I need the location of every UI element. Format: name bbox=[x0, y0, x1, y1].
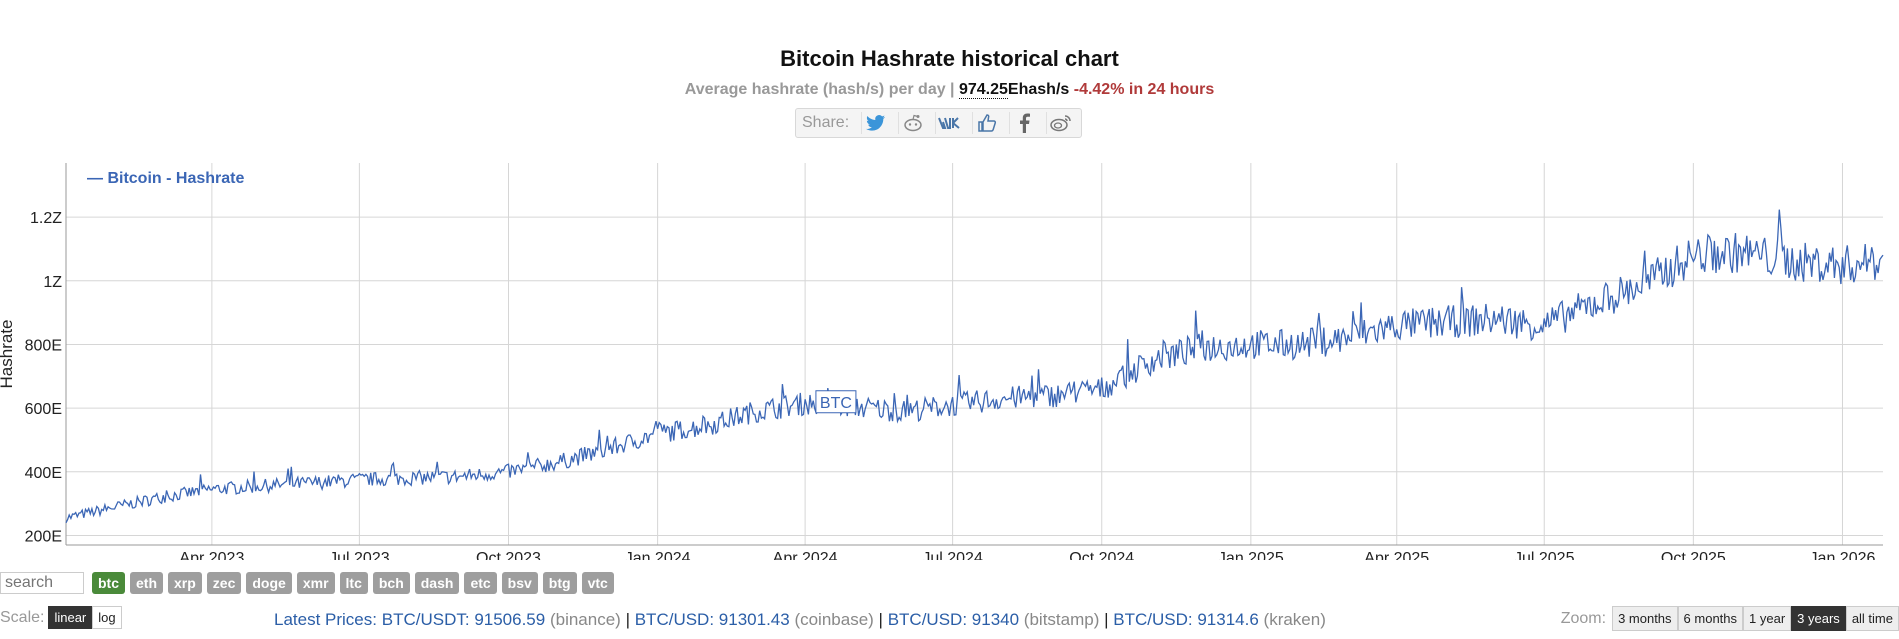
chart-title: Bitcoin Hashrate historical chart bbox=[780, 46, 1119, 71]
btc-annotation-label: BTC bbox=[820, 395, 852, 412]
coin-pill-bch[interactable]: bch bbox=[372, 572, 410, 594]
facebook-icon[interactable] bbox=[1009, 112, 1038, 134]
x-tick-label: Oct 2023 bbox=[476, 550, 541, 560]
x-tick-label: Apr 2024 bbox=[773, 550, 838, 560]
scale-selector: Scale: linear log bbox=[0, 606, 122, 629]
twitter-icon[interactable] bbox=[861, 112, 890, 134]
hashrate-series-line bbox=[65, 209, 1884, 524]
current-hashrate-value: 974.25 bbox=[958, 81, 1008, 99]
price-pair[interactable]: BTC/USD: bbox=[1113, 610, 1193, 629]
price-pair[interactable]: BTC/USD: bbox=[634, 610, 715, 629]
chart-subtitle: Average hashrate (hash/s) per day | 974.… bbox=[0, 81, 1899, 99]
y-tick-label: 200E bbox=[25, 528, 62, 545]
coin-pill-xrp[interactable]: xrp bbox=[168, 572, 202, 594]
price-value: 91301.43 bbox=[718, 610, 790, 629]
chart-legend: — Bitcoin - Hashrate bbox=[87, 170, 244, 187]
x-tick-label: Jan 2025 bbox=[1218, 550, 1284, 560]
coin-pill-vtc[interactable]: vtc bbox=[581, 572, 614, 594]
zoom-3-years-button[interactable]: 3 years bbox=[1791, 606, 1846, 631]
zoom-label: Zoom: bbox=[1560, 609, 1607, 627]
price-separator: | bbox=[625, 610, 630, 629]
zoom-selector: Zoom: 3 months 6 months 1 year 3 years a… bbox=[1561, 606, 1899, 631]
coin-search-input[interactable] bbox=[0, 572, 84, 594]
x-tick-label: Jul 2024 bbox=[922, 550, 983, 560]
x-tick-label: Oct 2025 bbox=[1661, 550, 1726, 560]
y-tick-label: 400E bbox=[25, 465, 62, 482]
zoom-6-months-button[interactable]: 6 months bbox=[1677, 606, 1744, 631]
weibo-icon[interactable] bbox=[1046, 112, 1075, 134]
y-tick-label: 1Z bbox=[43, 274, 62, 291]
share-label: Share: bbox=[802, 114, 850, 131]
prices-label: Latest Prices: bbox=[274, 610, 377, 629]
latest-prices: Latest Prices: BTC/USDT: 91506.59 (binan… bbox=[274, 610, 1326, 630]
price-exchange: (coinbase) bbox=[794, 610, 874, 629]
x-tick-label: Jan 2026 bbox=[1810, 550, 1876, 560]
price-exchange: (kraken) bbox=[1263, 610, 1326, 629]
coin-pill-btc[interactable]: btc bbox=[92, 572, 125, 594]
coin-selector: btc eth xrp zec doge xmr ltc bch dash et… bbox=[0, 572, 614, 594]
price-value: 91314.6 bbox=[1197, 610, 1259, 629]
coin-pill-bsv[interactable]: bsv bbox=[501, 572, 538, 594]
zoom-all-time-button[interactable]: all time bbox=[1845, 606, 1899, 631]
scale-linear-button[interactable]: linear bbox=[48, 606, 93, 629]
price-value: 91340 bbox=[971, 610, 1020, 629]
y-tick-label: 1.2Z bbox=[30, 210, 62, 227]
scale-label: Scale: bbox=[0, 608, 45, 626]
coin-pill-btg[interactable]: btg bbox=[542, 572, 577, 594]
scale-log-button[interactable]: log bbox=[92, 606, 122, 629]
x-tick-label: Apr 2025 bbox=[1364, 550, 1429, 560]
x-tick-label: Jan 2024 bbox=[625, 550, 691, 560]
hashrate-unit: Ehash/s bbox=[1007, 81, 1070, 98]
subtitle-prefix: Average hashrate (hash/s) per day | bbox=[684, 81, 955, 98]
price-value: 91506.59 bbox=[474, 610, 546, 629]
x-tick-label: Apr 2023 bbox=[179, 550, 244, 560]
coin-pill-eth[interactable]: eth bbox=[130, 572, 163, 594]
price-exchange: (bitstamp) bbox=[1023, 610, 1100, 629]
coin-pill-zec[interactable]: zec bbox=[206, 572, 242, 594]
y-tick-label: 600E bbox=[25, 401, 62, 418]
price-pair[interactable]: BTC/USD: bbox=[887, 610, 968, 629]
grid-layer bbox=[66, 163, 1883, 545]
x-tick-label: Jul 2025 bbox=[1514, 550, 1575, 560]
reddit-icon[interactable] bbox=[898, 112, 927, 134]
x-tick-label: Jul 2023 bbox=[329, 550, 390, 560]
zoom-3-months-button[interactable]: 3 months bbox=[1612, 606, 1678, 631]
like-icon[interactable] bbox=[972, 112, 1001, 134]
zoom-1-year-button[interactable]: 1 year bbox=[1743, 606, 1792, 631]
price-separator: | bbox=[1104, 610, 1109, 629]
price-exchange: (binance) bbox=[549, 610, 621, 629]
share-bar: Share: bbox=[795, 108, 1083, 138]
y-tick-label: 800E bbox=[25, 337, 62, 354]
coin-pill-dash[interactable]: dash bbox=[414, 572, 460, 594]
vk-icon[interactable] bbox=[935, 112, 964, 134]
price-separator: | bbox=[878, 610, 883, 629]
hashrate-chart[interactable]: 200E 400E 600E 800E 1Z 1.2Z Apr 2023 Jul 2023 Oc… bbox=[0, 150, 1899, 560]
coin-pill-doge[interactable]: doge bbox=[246, 572, 292, 594]
coin-pill-xmr[interactable]: xmr bbox=[296, 572, 335, 594]
btc-annotation-box bbox=[815, 390, 857, 414]
coin-pill-etc[interactable]: etc bbox=[464, 572, 497, 594]
hashrate-change: -4.42% in 24 hours bbox=[1073, 81, 1215, 98]
y-axis-label: Hashrate bbox=[0, 320, 16, 389]
price-pair[interactable]: BTC/USDT: bbox=[381, 610, 470, 629]
coin-pill-ltc[interactable]: ltc bbox=[339, 572, 368, 594]
x-tick-label: Oct 2024 bbox=[1069, 550, 1134, 560]
